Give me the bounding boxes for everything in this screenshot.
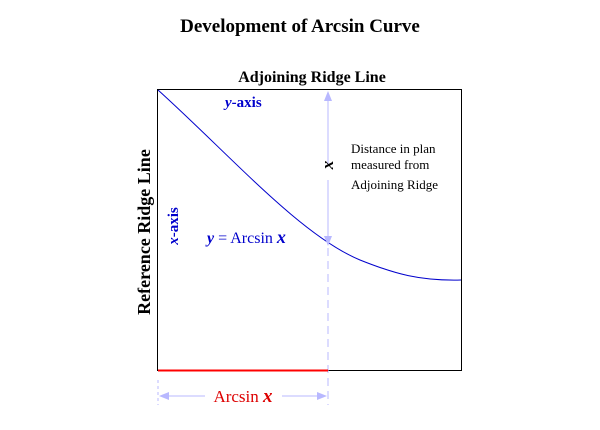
reference-ridge-label: Reference Ridge Line bbox=[134, 149, 154, 315]
note-line-2: measured from bbox=[351, 157, 429, 172]
adjoining-ridge-label: Adjoining Ridge Line bbox=[238, 69, 386, 86]
curve-equation-y: y bbox=[205, 230, 215, 247]
arcsin-base-label: Arcsin x bbox=[213, 386, 273, 407]
page-title: Development of Arcsin Curve bbox=[180, 16, 420, 37]
diagram-frame bbox=[157, 89, 462, 371]
y-axis-word: -axis bbox=[232, 95, 262, 111]
y-axis-var: y bbox=[223, 95, 232, 111]
x-axis-label: x-axis bbox=[166, 207, 182, 246]
curve-equation-x: x bbox=[276, 227, 286, 247]
arcsin-curve bbox=[157, 89, 462, 281]
x-dimension-label: x bbox=[318, 160, 337, 170]
curve-equation-label: y = Arcsin x bbox=[205, 227, 286, 247]
note-line-1: Distance in plan bbox=[351, 141, 436, 156]
note-line-3: Adjoining Ridge bbox=[351, 177, 438, 192]
y-axis-label: y-axis bbox=[223, 95, 262, 111]
x-axis-word: -axis bbox=[166, 207, 182, 237]
arcsin-base-word: Arcsin bbox=[213, 387, 263, 406]
curve-equation-mid: = Arcsin bbox=[214, 230, 277, 247]
arcsin-base-var: x bbox=[262, 386, 273, 407]
x-axis-var: x bbox=[166, 237, 182, 246]
